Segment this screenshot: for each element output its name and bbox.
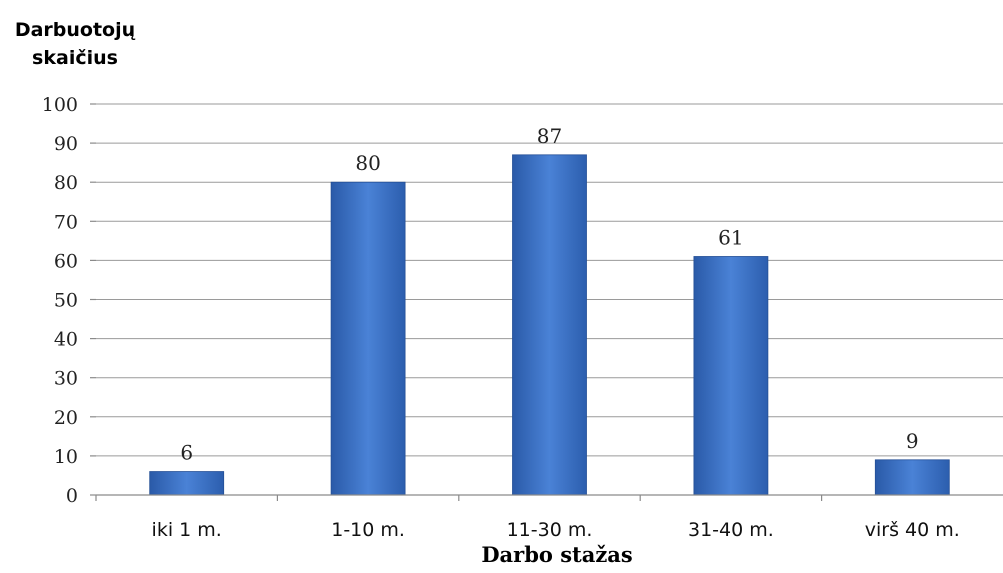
y-tick-label: 10 <box>54 446 78 468</box>
y-tick-label: 100 <box>42 94 78 116</box>
x-axis-ticks: iki 1 m. 1-10 m. 11-30 m. 31-40 m. virš 40 m… <box>95 495 960 541</box>
y-tick-label: 20 <box>54 407 78 429</box>
y-tick-label: 70 <box>54 211 78 233</box>
bars <box>149 154 950 496</box>
data-label: 6 <box>180 441 193 465</box>
data-label: 61 <box>718 225 743 249</box>
data-labels: 6 80 87 61 9 <box>180 124 918 465</box>
y-tick-label: 30 <box>54 368 78 390</box>
y-tick-label: 60 <box>54 250 78 272</box>
data-label: 9 <box>906 429 919 453</box>
y-axis-label-line-2: skaičius <box>32 47 118 69</box>
bar <box>330 181 406 496</box>
bar <box>149 471 225 496</box>
bar <box>512 154 587 496</box>
data-label: 80 <box>355 151 380 175</box>
bar <box>693 256 769 496</box>
x-axis-label: Darbo stažas <box>481 542 632 567</box>
y-tick-label: 80 <box>54 172 78 194</box>
x-tick-label: 1-10 m. <box>331 519 405 541</box>
y-axis-label-line-1: Darbuotojų <box>15 19 136 41</box>
y-tick-label: 90 <box>54 133 78 155</box>
y-axis-ticks: 0 10 20 30 40 50 60 70 80 90 100 <box>42 94 96 507</box>
y-tick-label: 50 <box>54 290 78 312</box>
bar <box>874 459 950 496</box>
y-tick-label: 40 <box>54 329 78 351</box>
data-label: 87 <box>537 124 562 148</box>
x-tick-label: 31-40 m. <box>688 519 774 541</box>
x-tick-label: iki 1 m. <box>152 519 222 541</box>
y-tick-label: 0 <box>66 485 78 507</box>
x-tick-label: 11-30 m. <box>507 519 593 541</box>
x-tick-label: virš 40 m. <box>865 519 960 541</box>
